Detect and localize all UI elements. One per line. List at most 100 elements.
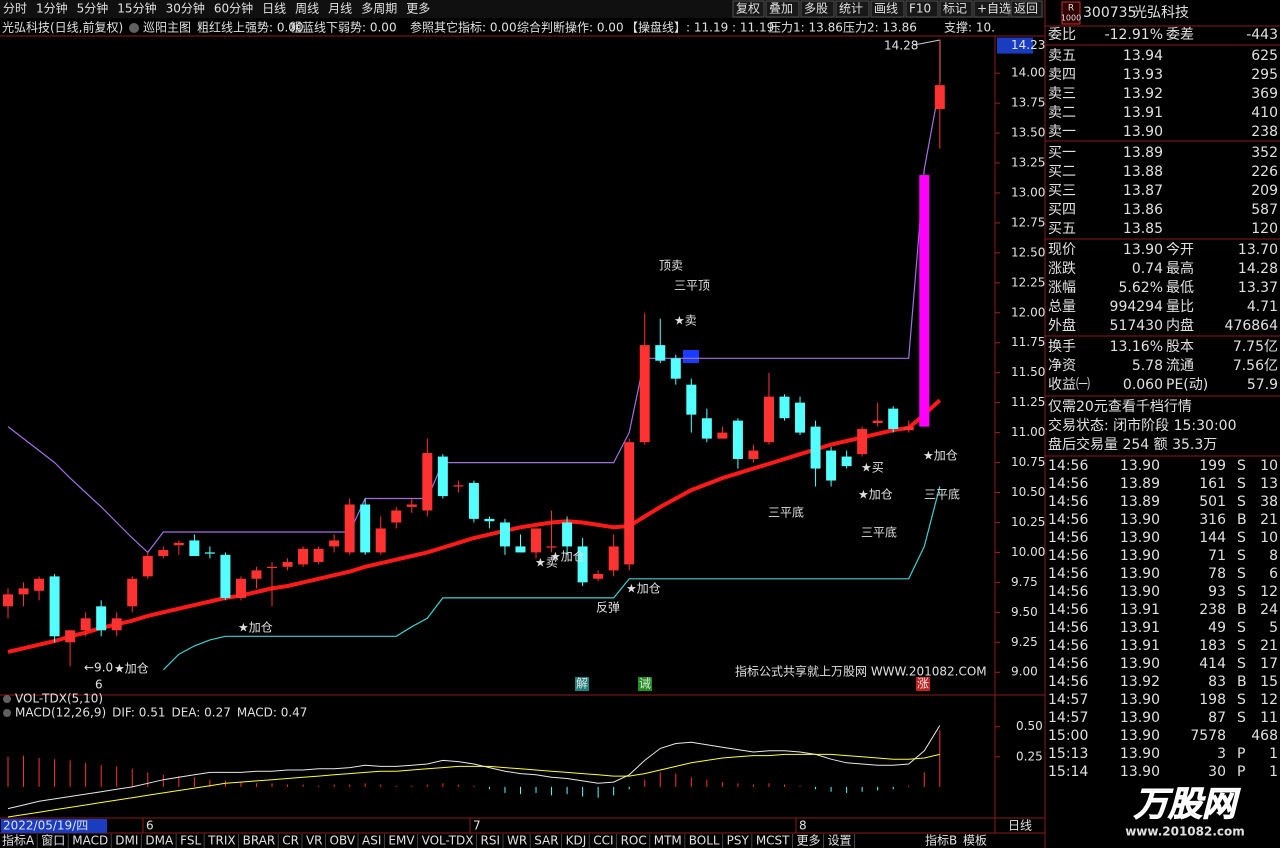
indicator-tab[interactable]: PSY xyxy=(727,834,750,848)
indicator-tab[interactable]: EMV xyxy=(388,834,415,848)
indicator-tab[interactable]: CCI xyxy=(593,834,613,848)
indicator-tab[interactable]: BOLL xyxy=(689,834,720,848)
stat-value: 13.37 xyxy=(1238,280,1278,296)
candle-body xyxy=(65,630,76,643)
trade-volume: 71 xyxy=(1208,548,1226,564)
indicator-tab[interactable]: DMI xyxy=(115,834,138,848)
indicator-tab[interactable]: KDJ xyxy=(566,834,587,848)
field-value: -443 xyxy=(1246,27,1278,43)
period-tab[interactable]: 周线 xyxy=(295,2,319,16)
trade-volume: 183 xyxy=(1199,638,1226,654)
candle-body xyxy=(857,429,868,455)
indicator-tab[interactable]: ASI xyxy=(362,834,381,848)
candle-body xyxy=(282,562,293,567)
indicator-tab[interactable]: TRIX xyxy=(207,834,235,848)
toolbar-button[interactable]: 叠加 xyxy=(769,2,793,16)
order-label: 卖二 xyxy=(1048,105,1076,121)
indicator-tab[interactable]: DMA xyxy=(145,834,174,848)
toolbar-button[interactable]: +自选 xyxy=(977,2,1011,16)
indicator-tab[interactable]: WR xyxy=(507,834,527,848)
candle-body xyxy=(34,578,45,591)
indicator-tab[interactable]: BRAR xyxy=(243,834,276,848)
toolbar-button[interactable]: 标记 xyxy=(943,2,967,16)
indicator-tab[interactable]: VOL-TDX xyxy=(422,834,474,848)
candle-body xyxy=(189,540,200,557)
period-tab[interactable]: 更多 xyxy=(406,2,430,16)
indicator-tab[interactable]: ROC xyxy=(621,834,647,848)
trade-price: 13.92 xyxy=(1120,674,1160,690)
toolbar-button-frame xyxy=(905,0,939,18)
period-tab[interactable]: 5分钟 xyxy=(77,1,109,16)
annotation: ★加仓 xyxy=(114,662,149,676)
indicator-name[interactable]: 巡阳主图 xyxy=(143,21,191,35)
trade-flag: S xyxy=(1237,692,1246,708)
indicator-tab[interactable]: 设置 xyxy=(828,834,852,848)
indicator-tab[interactable]: FSL xyxy=(180,834,201,848)
order-price: 13.91 xyxy=(1123,105,1163,121)
period-tab[interactable]: 日线 xyxy=(262,2,286,16)
indicator-tab[interactable]: OBV xyxy=(330,834,356,848)
toolbar-button-frame xyxy=(765,0,800,18)
period-tab[interactable]: 分时 xyxy=(3,2,27,16)
candle-body xyxy=(235,578,246,598)
badge-text: R xyxy=(1068,4,1074,14)
toolbar-button[interactable]: 复权 xyxy=(736,2,760,16)
candle-body xyxy=(484,518,495,522)
trade-price: 13.90 xyxy=(1120,548,1160,564)
indicator-tab[interactable]: VR xyxy=(306,834,323,848)
candle-body xyxy=(360,504,371,553)
indicator-tab[interactable]: 指标A xyxy=(2,833,35,848)
candle-body xyxy=(732,420,743,459)
period-tab[interactable]: 15分钟 xyxy=(117,1,156,16)
toolbar-button[interactable]: 返回 xyxy=(1014,2,1038,16)
annotation: 6 xyxy=(95,678,103,692)
annotation: 三平底 xyxy=(768,505,804,520)
macd-stat: DIF: 0.51 xyxy=(112,706,165,720)
trade-volume: 501 xyxy=(1199,494,1226,510)
indicator-tab[interactable]: RSI xyxy=(481,834,501,848)
chart-title: 光弘科技(日线,前复权) xyxy=(2,20,123,35)
indicator-tab[interactable]: 更多 xyxy=(797,834,821,848)
candle-body xyxy=(546,546,557,548)
trade-flag: B xyxy=(1237,512,1247,528)
period-tab[interactable]: 多周期 xyxy=(361,2,397,16)
period-tab[interactable]: 1分钟 xyxy=(36,1,68,16)
toolbar-button[interactable]: 画线 xyxy=(874,2,898,16)
trade-count: 15 xyxy=(1260,674,1278,690)
candle-body xyxy=(763,396,774,443)
stock-name: 光弘科技 xyxy=(1133,5,1189,21)
indicator-tab[interactable]: 指标B xyxy=(925,833,957,848)
trade-flag: S xyxy=(1237,458,1246,474)
order-label: 卖四 xyxy=(1048,67,1076,83)
trade-status: 交易状态: 闭市阶段 15:30:00 xyxy=(1048,417,1237,434)
candle-body xyxy=(298,548,309,565)
indicator-tab[interactable]: CR xyxy=(282,834,299,848)
trade-price: 13.90 xyxy=(1120,656,1160,672)
trade-count: 1 xyxy=(1269,746,1278,762)
indicator-tab[interactable]: MTM xyxy=(654,834,682,848)
order-volume: 209 xyxy=(1251,183,1278,199)
y-tick-label: 13.25 xyxy=(1011,156,1045,170)
promo-link[interactable]: 仅需20元查看千档行情 xyxy=(1048,399,1192,415)
trade-price: 13.90 xyxy=(1120,458,1160,474)
period-tab[interactable]: 月线 xyxy=(328,2,352,16)
indicator-tab[interactable]: MACD xyxy=(72,834,108,848)
candle-body xyxy=(158,550,169,557)
indicator-tab[interactable]: 模板 xyxy=(963,834,987,848)
order-volume: 369 xyxy=(1251,86,1278,102)
trade-price: 13.91 xyxy=(1120,638,1160,654)
stat-label: PE(动) xyxy=(1166,377,1208,393)
trade-flag: S xyxy=(1237,584,1246,600)
trade-time: 14:56 xyxy=(1048,656,1088,672)
indicator-tab[interactable]: SAR xyxy=(534,834,558,848)
indicator-tab[interactable]: MCST xyxy=(756,834,790,848)
stat-value: 517430 xyxy=(1110,318,1163,334)
period-tab[interactable]: 60分钟 xyxy=(214,1,253,16)
toolbar-button[interactable]: F10 xyxy=(909,2,931,16)
period-tab[interactable]: 30分钟 xyxy=(166,1,205,16)
trade-count: 17 xyxy=(1260,656,1278,672)
toolbar-button[interactable]: 统计 xyxy=(839,2,863,16)
indicator-tab[interactable]: 窗口 xyxy=(41,834,65,848)
stat-value: 0.060 xyxy=(1123,377,1163,393)
toolbar-button[interactable]: 多股 xyxy=(804,2,828,16)
